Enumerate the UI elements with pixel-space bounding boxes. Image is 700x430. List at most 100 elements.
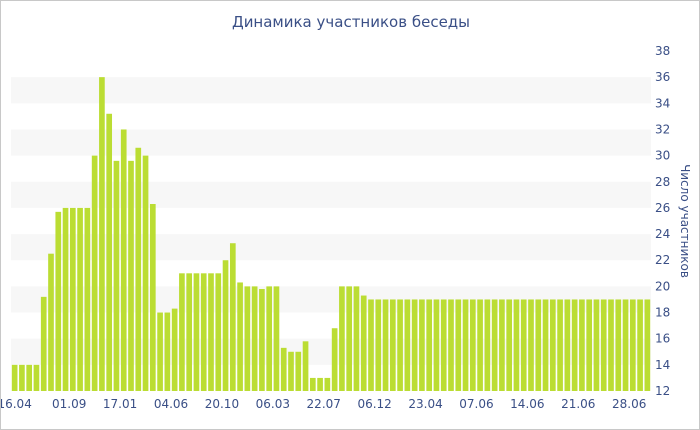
bar — [222, 260, 229, 391]
bar — [244, 286, 251, 391]
bar — [19, 364, 25, 391]
bar — [564, 299, 571, 391]
bar — [644, 299, 651, 391]
bar — [549, 299, 556, 391]
bar — [193, 273, 200, 391]
bar — [382, 299, 389, 391]
bar — [149, 204, 156, 391]
x-tick-label: 23.04 — [408, 397, 442, 411]
bar — [237, 282, 243, 391]
bar — [520, 299, 527, 391]
bar — [339, 286, 345, 391]
y-tick-label: 38 — [655, 44, 670, 58]
bar — [11, 364, 18, 391]
bar — [302, 341, 309, 391]
x-tick-label: 07.06 — [459, 397, 493, 411]
bar — [208, 273, 214, 391]
y-tick-label: 14 — [655, 358, 670, 372]
bar — [557, 299, 563, 391]
bar — [186, 273, 193, 391]
y-tick-label: 18 — [655, 306, 670, 320]
x-tick-label: 01.09 — [52, 397, 86, 411]
bar — [528, 299, 534, 391]
bar — [404, 299, 411, 391]
bar — [608, 299, 614, 391]
bar — [26, 364, 33, 391]
bar — [593, 299, 600, 391]
bar — [77, 207, 83, 391]
y-tick-label: 34 — [655, 96, 670, 110]
bar — [455, 299, 462, 391]
bar — [164, 312, 171, 391]
grid-band — [11, 77, 651, 104]
bar — [499, 299, 505, 391]
bar — [629, 299, 636, 391]
bar — [513, 299, 520, 391]
bar — [215, 273, 222, 391]
bar — [440, 299, 447, 391]
grid-band — [11, 129, 651, 156]
y-axis-label: Число участников — [678, 164, 692, 278]
bar — [295, 351, 302, 391]
bar — [273, 286, 280, 391]
x-tick-label: 21.06 — [561, 397, 595, 411]
bar — [426, 299, 433, 391]
bar — [462, 299, 469, 391]
y-tick-label: 24 — [655, 227, 670, 241]
bar — [91, 155, 98, 391]
y-tick-label: 16 — [655, 332, 670, 346]
bar — [397, 299, 403, 391]
x-tick-label: 16.04 — [1, 397, 32, 411]
y-tick-label: 36 — [655, 70, 670, 84]
bar — [360, 295, 367, 391]
chart-title: Динамика участников беседы — [231, 13, 471, 31]
bar — [288, 351, 294, 391]
bar — [200, 273, 207, 391]
bar — [84, 207, 91, 391]
bar — [317, 377, 323, 391]
bar — [266, 286, 273, 391]
y-tick-label: 20 — [655, 279, 670, 293]
bar — [389, 299, 396, 391]
bar — [120, 129, 127, 391]
bar — [411, 299, 418, 391]
bar — [419, 299, 425, 391]
bar — [622, 299, 629, 391]
bar-series — [11, 77, 651, 392]
x-axis-ticks: 16.04 01.09 17.01 04.06 20.10 06.03 22.07 06.12… — [1, 397, 646, 411]
bar — [506, 299, 513, 391]
y-tick-label: 32 — [655, 122, 670, 136]
bar — [40, 296, 47, 391]
bar — [55, 211, 62, 391]
y-axis-ticks: 12 14 16 18 20 22 24 26 28 30 32 34 36 38 — [655, 44, 670, 398]
x-tick-label: 14.06 — [510, 397, 544, 411]
x-tick-label: 06.12 — [357, 397, 391, 411]
y-tick-label: 28 — [655, 175, 670, 189]
bar — [157, 312, 163, 391]
bar — [484, 299, 491, 391]
x-tick-label: 04.06 — [154, 397, 188, 411]
bar — [324, 377, 331, 391]
bar — [62, 207, 69, 391]
bar — [48, 253, 54, 391]
bar — [571, 299, 578, 391]
bar — [229, 243, 236, 391]
bar — [33, 364, 40, 391]
bar — [346, 286, 353, 391]
bar — [135, 147, 142, 391]
x-tick-label: 06.03 — [256, 397, 290, 411]
bar — [368, 299, 374, 391]
bar — [353, 286, 360, 391]
bar — [600, 299, 607, 391]
y-tick-label: 26 — [655, 201, 670, 215]
bar — [251, 286, 258, 391]
bar — [542, 299, 549, 391]
bar — [142, 155, 149, 391]
bar — [448, 299, 454, 391]
bar — [113, 160, 120, 391]
bar — [586, 299, 593, 391]
x-tick-label: 17.01 — [103, 397, 137, 411]
bar — [280, 347, 287, 391]
